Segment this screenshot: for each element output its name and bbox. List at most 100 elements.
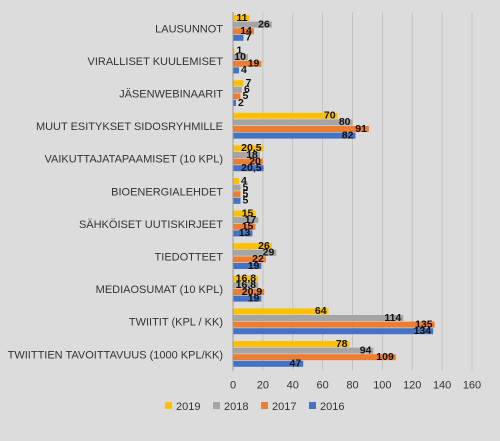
data-label-2019: 70 [324,110,336,122]
bar-2019 [233,145,264,152]
bar-2019 [233,15,250,21]
data-label-2019: 4 [241,175,247,187]
x-tick-label: 160 [463,380,481,392]
bar-2016 [233,34,244,41]
category-label: MEDIAOSUMAT (10 KPL) [96,284,223,296]
data-label-2016: 47 [290,358,302,370]
bar-2016 [233,100,236,106]
data-label-2019: 64 [315,305,327,317]
bar-2019 [233,341,350,347]
bar-2017 [233,93,241,100]
data-label-2016: 19 [248,292,260,304]
bar-2017 [233,289,265,295]
bar-2016 [233,132,356,139]
data-label-2017: 109 [376,351,394,363]
x-tick-label: 120 [403,380,421,392]
bar-2016 [233,67,239,74]
bar-2017 [233,321,435,328]
bar-2018 [233,184,241,191]
bar-2019 [233,210,256,217]
data-label-2018: 6 [244,84,250,96]
data-label-2017: 91 [355,123,367,135]
data-label-2018: 17 [245,214,257,226]
data-label-2018: 29 [263,247,275,259]
data-label-2017: 135 [415,318,433,330]
data-label-2016: 82 [342,129,354,141]
data-label-2019: 11 [236,12,247,24]
axis-layer: 0 20 40 60 80 100 120 140 160LAUSUNNOTVIRALLISET… [8,12,481,392]
bar-2018 [233,347,374,354]
bars-layer [233,15,435,367]
data-label-2017: 14 [240,25,252,37]
bar-2016 [233,360,304,367]
bar-2019 [233,178,239,184]
data-label-2017: 15 [242,221,254,233]
data-label-2019: 78 [336,338,348,350]
data-label-2018: 26 [258,18,270,30]
x-tick-label: 80 [346,380,358,392]
x-tick-label: 140 [433,380,451,392]
bar-2018 [233,54,248,61]
bar-2018 [233,119,353,126]
data-label-2018: 5 [242,181,248,193]
bar-2017 [233,158,263,165]
bar-2018 [233,249,277,256]
data-label-2019: 20,5 [241,142,262,154]
bar-2019 [233,275,259,282]
bar-2019 [233,308,329,315]
data-label-2018: 18 [246,149,258,161]
data-label-2016: 5 [242,195,248,207]
bar-2019 [233,80,244,87]
bar-2017 [233,60,262,67]
data-label-2018: 114 [384,312,401,324]
bar-2017 [233,126,369,132]
category-label: BIOENERGIALEHDET [111,186,223,198]
data-label-2019: 15 [242,207,254,219]
legend-label-2016: 2016 [320,401,344,413]
x-tick-label: 60 [317,380,329,392]
data-label-2017: 19 [248,58,260,70]
data-label-2017: 22 [252,253,264,265]
category-label: TIEDOTTEET [155,252,224,264]
data-label-2016: 19 [248,260,260,272]
legend-swatch-2017 [261,402,268,409]
x-tick-label: 0 [230,380,236,392]
category-label: JÄSENWEBINAARIT [119,89,223,101]
data-label-2018: 16,8 [236,279,257,291]
category-label: TWIITTIEN TAVOITTAVUUS (1000 KPL/KK) [8,349,223,361]
data-label-2017: 20 [249,155,261,167]
category-label: VAIKUTTAJATAPAAMISET (10 KPL) [45,154,224,166]
data-label-2017: 5 [242,188,248,200]
bar-2016 [233,295,262,302]
bar-2018 [233,217,259,224]
bar-2018 [233,86,242,93]
data-label-2016: 20,5 [241,162,262,174]
data-label-2019: 16,8 [236,273,257,285]
legend-swatch-2019 [165,402,172,409]
legend-label-2019: 2019 [176,401,200,413]
data-label-2019: 1 [236,44,242,56]
data-label-2016: 134 [414,325,432,337]
x-tick-label: 100 [373,380,391,392]
data-label-2018: 80 [339,116,351,128]
bar-2017 [233,28,254,35]
legend-swatch-2018 [213,402,220,409]
bar-2017 [233,256,266,263]
data-label-2016: 7 [245,32,251,44]
grid-layer [232,12,473,371]
bar-2019 [233,47,235,54]
category-label: LAUSUNNOT [155,23,223,35]
category-label: VIRALLISET KUULEMISET [87,56,223,68]
data-label-2019: 26 [258,240,270,252]
legend: 2019 2018 2017 2016 [165,401,344,413]
x-tick-label: 20 [257,380,269,392]
bar-2016 [233,328,434,335]
data-label-2016: 13 [239,227,251,239]
bar-2017 [233,191,241,198]
category-label: MUUT ESITYKSET SIDOSRYHMILLE [36,121,223,133]
category-label: TWIITIT (KPL / KK) [129,317,223,329]
bar-2017 [233,354,396,361]
bar-2016 [233,197,241,204]
legend-swatch-2016 [309,402,316,409]
